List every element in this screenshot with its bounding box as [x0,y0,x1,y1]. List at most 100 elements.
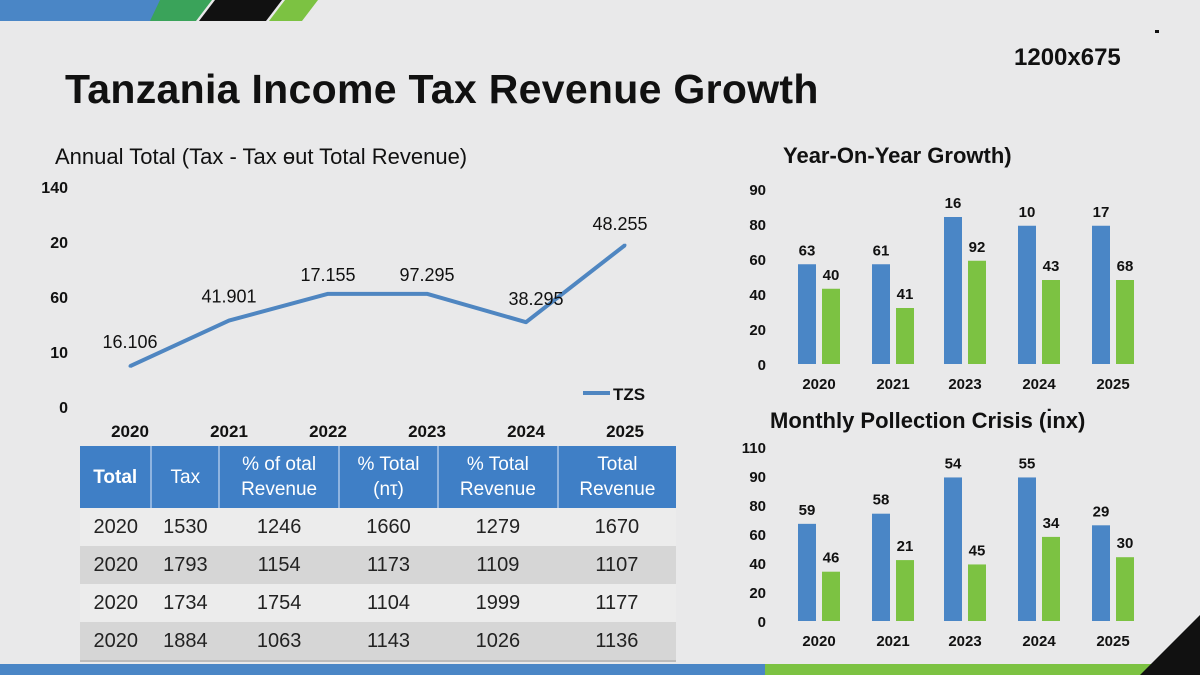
y-tick-label: 0 [59,400,68,417]
table-header-row: Total Tax % of otal Revenue% Total (nτ)% Tot… [80,446,676,508]
column-header: % of otal Revenue [218,446,339,508]
x-tick-label: 2023 [408,422,446,441]
data-label: 41.901 [201,287,256,307]
data-label: 17 [1093,204,1110,221]
table-cell: 1107 [557,546,676,584]
data-label: 43 [1043,258,1060,275]
series-line-tzs [129,243,627,368]
data-label: 46 [823,550,840,567]
table-cell: 1104 [338,584,439,622]
y-tick-label: 0 [758,614,766,631]
line-point [128,364,132,368]
data-label: 30 [1117,535,1134,552]
data-label: 41 [897,286,914,303]
table-cell: 1793 [151,546,220,584]
data-label: 54 [945,455,962,472]
page-title: Tanzania Income Tax Revenue Growth [65,66,819,112]
bar-green [822,571,840,621]
table-cell: 1143 [338,622,439,662]
column-header: % Total (nτ) [337,446,439,508]
x-tick-label: 2024 [1022,376,1056,393]
bar-blue [944,217,962,364]
table-cell: 1530 [151,508,220,546]
header-text: Tax [170,466,201,488]
x-tick-label: 2025 [1096,376,1129,393]
legend-label: TZS [613,385,645,404]
data-label: 63 [799,242,816,259]
table-cell: 2020 [80,546,152,584]
data-label: 68 [1117,258,1134,275]
x-tick-label: 2020 [802,376,835,393]
top-lightgreen-stripe [269,0,318,21]
table-cell: 1026 [438,622,558,662]
y-tick-label: 80 [749,498,766,515]
data-label: 48.255 [592,214,647,234]
header-text: Revenue [241,479,318,500]
header-text: (nτ) [373,479,404,500]
x-tick-label: 2023 [948,376,981,393]
y-tick-label: 60 [50,290,68,307]
line-chart-title: Annual Total (Tax - Tax ɵut Total Revenu… [55,144,468,169]
bar-green [896,308,914,364]
data-label: 29 [1093,503,1110,520]
column-header: % Total Revenue [437,446,558,508]
header-text: Total [93,466,138,488]
data-label: 40 [823,267,840,284]
y-tick-label: 40 [749,556,766,573]
bar-blue [944,477,962,621]
header-text: Revenue [459,479,536,500]
table-cell: 1660 [338,508,439,546]
table-row: 2020 1530 1246 1660 1279 1670 [80,508,676,546]
bar-blue [798,264,816,364]
table-row: 2020 1793 1154 1173 1109 1107 [80,546,676,584]
table-body: 2020 1530 1246 1660 1279 1670 2020 1793 1154 1173… [80,508,676,662]
bar-blue [798,523,816,621]
y-tick-label: 10 [50,345,68,362]
data-label: 10 [1019,204,1036,221]
corner-triangle [1140,615,1200,675]
column-header: Tax [150,446,220,508]
header-text: Total [597,454,638,475]
data-label: 21 [897,538,914,555]
bar-blue [872,513,890,621]
bar-green [1116,280,1134,364]
line-point [227,319,231,323]
line-point [326,292,330,296]
table-cell: 1279 [438,508,558,546]
data-label: 17.155 [300,265,355,285]
y-tick-label: 90 [749,182,766,199]
top-green-stripe [150,0,212,21]
column-header: Total Revenue [556,446,676,508]
table-cell: 2020 [80,584,152,622]
x-tick-label: 2021 [210,422,248,441]
y-tick-label: 110 [742,440,766,457]
data-label: 59 [799,502,816,519]
top-black-stripe [199,0,282,21]
x-tick-label: 2023 [948,633,981,650]
table-cell: 1884 [151,622,220,662]
table-cell: 1177 [557,584,676,622]
x-tick-label: 2021 [876,376,909,393]
x-tick-label: 2024 [1022,633,1056,650]
bar-green [1042,536,1060,621]
x-tick-label: 2025 [606,422,644,441]
bar-blue [1092,525,1110,621]
y-tick-label: 40 [749,287,766,304]
table-cell: 2020 [80,508,152,546]
y-tick-label: 20 [749,322,766,339]
bar-blue [1018,225,1036,364]
line-point [623,243,627,247]
bar-green [1116,557,1134,621]
line-point [425,292,429,296]
table-cell: 1246 [219,508,339,546]
top-blue-stripe [0,0,160,21]
data-label: 16.106 [102,332,157,352]
y-tick-label: 0 [758,357,766,374]
bar-blue [1092,225,1110,364]
table-cell: 1734 [151,584,220,622]
x-tick-label: 2021 [876,633,909,650]
bar-blue [1018,477,1036,621]
y-tick-label: 90 [749,469,766,486]
